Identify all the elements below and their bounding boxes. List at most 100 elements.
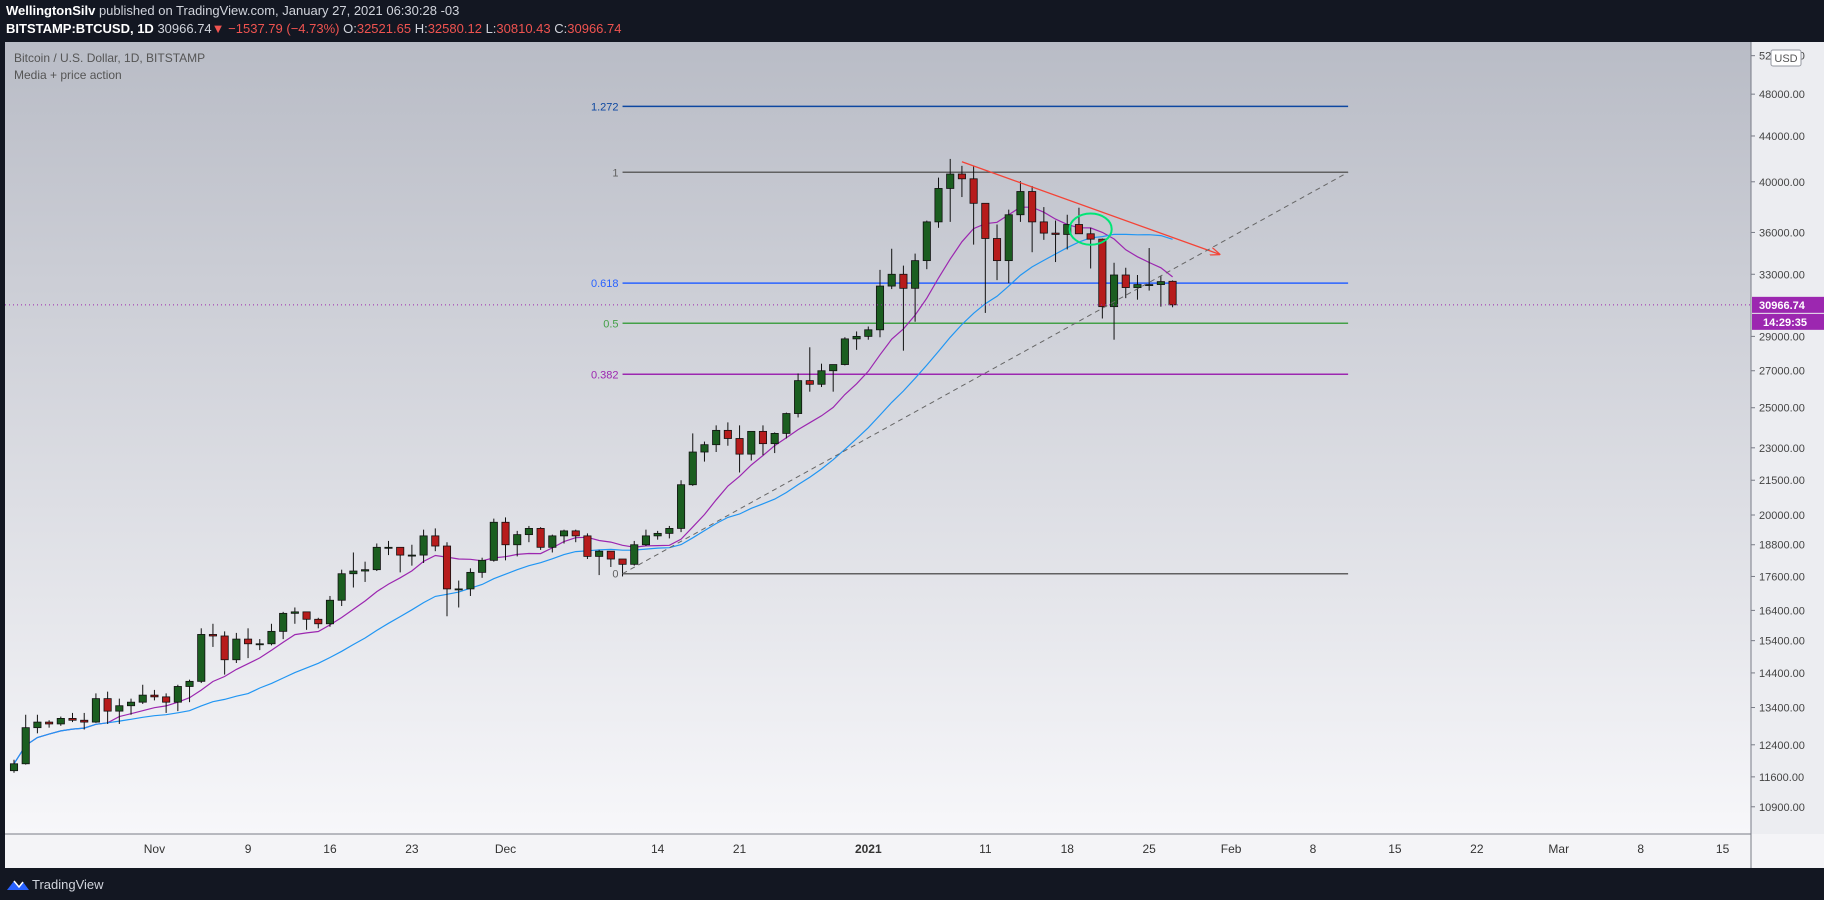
candle-body[interactable] <box>641 535 650 546</box>
candle-body[interactable] <box>33 721 42 729</box>
candle-body[interactable] <box>548 535 557 548</box>
candle-body[interactable] <box>829 364 838 372</box>
candle-body[interactable] <box>68 718 77 721</box>
candle-body[interactable] <box>1016 191 1025 216</box>
candle-body[interactable] <box>840 338 849 365</box>
candle-body[interactable] <box>45 721 54 725</box>
candle-body[interactable] <box>677 484 686 529</box>
candle-body[interactable] <box>630 544 639 565</box>
candle-body[interactable] <box>1110 274 1119 308</box>
candle-body[interactable] <box>1004 214 1013 262</box>
candle-body[interactable] <box>1168 280 1177 306</box>
publisher-name[interactable]: WellingtonSilv <box>6 3 96 18</box>
candle-body[interactable] <box>595 550 604 557</box>
candle-body[interactable] <box>314 618 323 625</box>
candle-body[interactable] <box>1098 238 1107 308</box>
candle-body[interactable] <box>934 188 943 223</box>
candle-body[interactable] <box>1074 224 1083 235</box>
candle-body[interactable] <box>969 178 978 204</box>
candle-body[interactable] <box>442 545 452 590</box>
candle-body[interactable] <box>875 285 885 331</box>
candle-body[interactable] <box>688 451 697 486</box>
candle-body[interactable] <box>454 588 463 591</box>
candle-body[interactable] <box>220 635 229 661</box>
currency-badge[interactable] <box>1770 49 1802 67</box>
candle-body[interactable] <box>80 719 89 723</box>
candle-body[interactable] <box>103 698 112 712</box>
candle-body[interactable] <box>665 528 674 534</box>
candle-body[interactable] <box>992 238 1002 262</box>
symbol-label[interactable]: BITSTAMP:BTCUSD, 1D <box>6 21 154 36</box>
candle-body[interactable] <box>1051 232 1060 235</box>
candle-body[interactable] <box>1156 281 1165 285</box>
candle-body[interactable] <box>817 370 826 385</box>
candle-body[interactable] <box>232 638 241 661</box>
candle-body[interactable] <box>794 380 803 414</box>
candle-body[interactable] <box>653 532 662 537</box>
candle-body[interactable] <box>290 611 299 614</box>
candle-body[interactable] <box>571 530 580 537</box>
ma-fast-line[interactable] <box>13 206 1173 765</box>
candle-body[interactable] <box>1063 224 1072 235</box>
candle-body[interactable] <box>513 534 522 546</box>
candle-body[interactable] <box>361 569 370 572</box>
candle-body[interactable] <box>138 694 147 703</box>
candle-body[interactable] <box>372 546 381 571</box>
candle-body[interactable] <box>244 638 253 645</box>
candle-body[interactable] <box>583 535 592 557</box>
candle-body[interactable] <box>185 680 194 687</box>
candle-body[interactable] <box>21 727 30 765</box>
candle-body[interactable] <box>267 630 276 645</box>
candle-body[interactable] <box>419 535 428 556</box>
candle-body[interactable] <box>723 429 732 439</box>
candle-body[interactable] <box>735 438 744 455</box>
candle-body[interactable] <box>536 528 545 548</box>
support-trendline-dashed[interactable] <box>622 171 1349 575</box>
candle-body[interactable] <box>150 694 159 698</box>
candle-body[interactable] <box>407 554 416 557</box>
candle-body[interactable] <box>712 429 721 446</box>
ma-slow-line[interactable] <box>13 233 1173 765</box>
candle-body[interactable] <box>700 444 709 453</box>
candle-body[interactable] <box>946 173 955 189</box>
candle-body[interactable] <box>478 559 487 573</box>
candle-body[interactable] <box>325 599 335 625</box>
candle-body[interactable] <box>349 570 358 575</box>
candle-body[interactable] <box>501 521 510 546</box>
tradingview-brand[interactable]: TradingView <box>32 877 104 892</box>
candle-body[interactable] <box>747 430 756 455</box>
candle-body[interactable] <box>255 643 264 646</box>
candle-body[interactable] <box>197 634 206 682</box>
candle-body[interactable] <box>337 573 346 601</box>
candle-body[interactable] <box>922 221 931 262</box>
candle-body[interactable] <box>115 705 124 712</box>
candle-body[interactable] <box>173 686 182 703</box>
price-chart[interactable]: Bitcoin / U.S. Dollar, 1D, BITSTAMP Medi… <box>0 42 1824 884</box>
candle-body[interactable] <box>524 528 533 536</box>
candle-body[interactable] <box>852 335 861 340</box>
candle-body[interactable] <box>1086 233 1095 240</box>
candle-body[interactable] <box>559 530 569 537</box>
candle-body[interactable] <box>805 380 814 385</box>
candle-body[interactable] <box>899 273 908 289</box>
candle-body[interactable] <box>9 763 19 772</box>
candle-body[interactable] <box>770 433 779 445</box>
candle-body[interactable] <box>91 698 100 723</box>
candle-body[interactable] <box>758 430 768 445</box>
candle-body[interactable] <box>1133 284 1142 288</box>
candle-body[interactable] <box>887 273 896 287</box>
candle-body[interactable] <box>1121 274 1130 288</box>
candle-body[interactable] <box>782 413 791 434</box>
candle-body[interactable] <box>1145 284 1154 286</box>
candle-body[interactable] <box>208 634 217 637</box>
candle-body[interactable] <box>56 718 65 725</box>
candle-body[interactable] <box>981 202 990 239</box>
candle-body[interactable] <box>489 521 498 561</box>
candle-body[interactable] <box>957 173 966 180</box>
candle-body[interactable] <box>618 558 627 565</box>
candle-body[interactable] <box>279 612 288 632</box>
candle-body[interactable] <box>864 329 873 337</box>
resistance-trendline-arrow[interactable] <box>961 161 1219 255</box>
candle-body[interactable] <box>384 546 393 549</box>
candle-body[interactable] <box>466 571 475 590</box>
